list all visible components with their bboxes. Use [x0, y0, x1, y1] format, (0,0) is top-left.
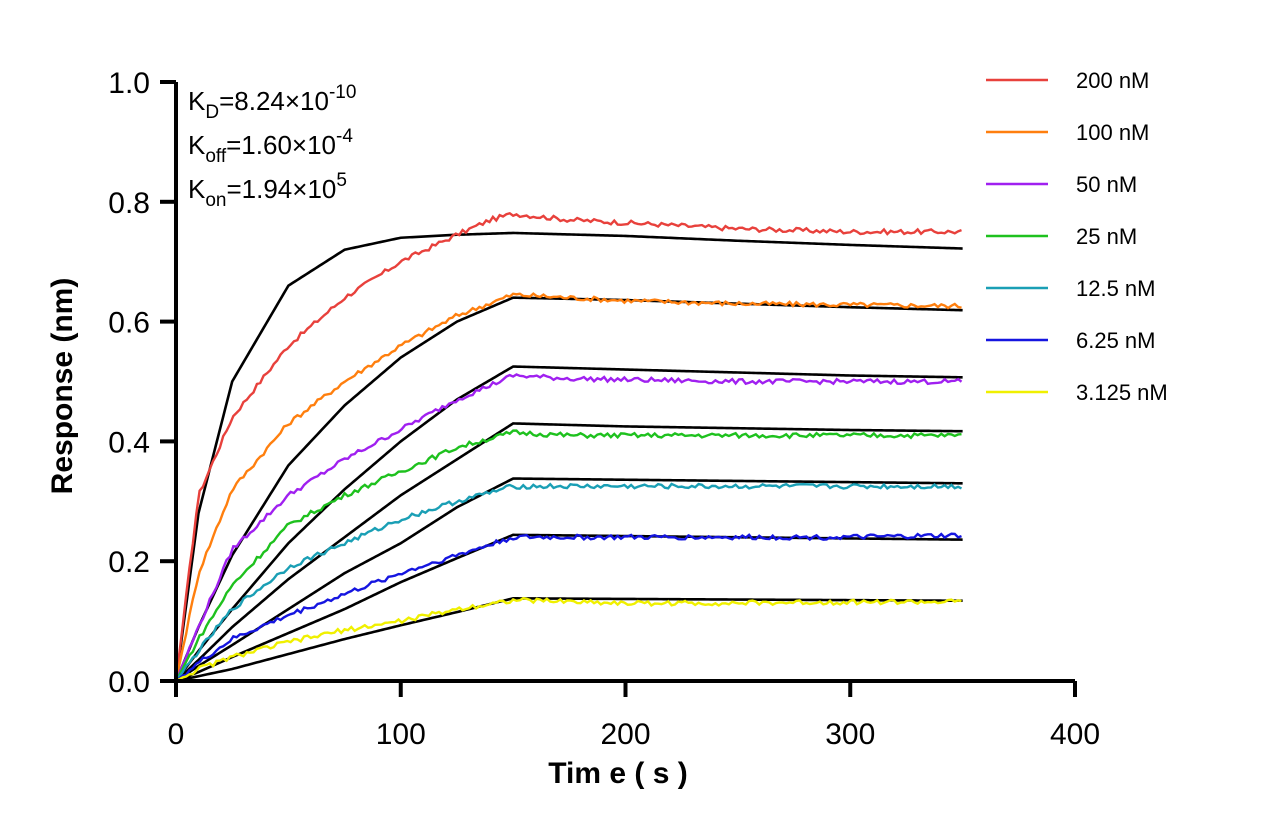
fit-curve — [174, 365, 963, 682]
x-tick-label: 200 — [600, 718, 650, 751]
x-ticks: 0 100 200 300 400 — [168, 681, 1100, 751]
y-ticks: 0.0 0.2 0.4 0.6 0.8 1.0 — [108, 67, 176, 699]
series-line-50-nm — [174, 373, 963, 682]
legend-label: 200 nM — [1076, 68, 1149, 93]
series-line-200-nm — [174, 211, 962, 682]
series-line-25-nm — [174, 429, 962, 682]
y-tick-label: 0.0 — [108, 666, 150, 699]
legend: 200 nM 100 nM 50 nM 25 nM 12.5 nM 6.25 nM 3.12… — [986, 68, 1168, 405]
y-tick-label: 0.6 — [108, 307, 150, 340]
legend-label: 25 nM — [1076, 224, 1137, 249]
fit-curve — [174, 231, 963, 682]
x-tick-label: 0 — [168, 718, 185, 751]
x-tick-label: 400 — [1050, 718, 1100, 751]
x-tick-label: 300 — [825, 718, 875, 751]
legend-label: 3.125 nM — [1076, 380, 1168, 405]
y-tick-label: 0.8 — [108, 187, 150, 220]
kinetic-constant: Koff=1.60×10-4 — [188, 126, 353, 167]
data-series — [174, 211, 963, 683]
series-line-6-25-nm — [175, 532, 962, 682]
y-tick-label: 0.4 — [108, 426, 150, 459]
series-line-100-nm — [174, 292, 962, 682]
legend-label: 50 nM — [1076, 172, 1137, 197]
fit-curve — [175, 422, 963, 682]
y-tick-label: 1.0 — [108, 67, 150, 100]
fit-curve — [175, 597, 963, 683]
legend-label: 100 nM — [1076, 120, 1149, 145]
x-tick-label: 100 — [376, 718, 426, 751]
x-axis-title: Tim e ( s ) — [548, 757, 687, 790]
series-line-3-125-nm — [175, 596, 962, 683]
fit-curves — [174, 231, 963, 683]
legend-label: 12.5 nM — [1076, 276, 1156, 301]
y-axis-title: Response (nm) — [46, 278, 79, 495]
series-line-12-5-nm — [175, 482, 963, 682]
kinetic-constant: KD=8.24×10-10 — [188, 82, 356, 123]
legend-label: 6.25 nM — [1076, 328, 1156, 353]
fit-curve — [175, 533, 963, 683]
fit-curve — [175, 477, 963, 683]
y-tick-label: 0.2 — [108, 546, 150, 579]
kinetic-constant: Kon=1.94×105 — [188, 170, 347, 211]
